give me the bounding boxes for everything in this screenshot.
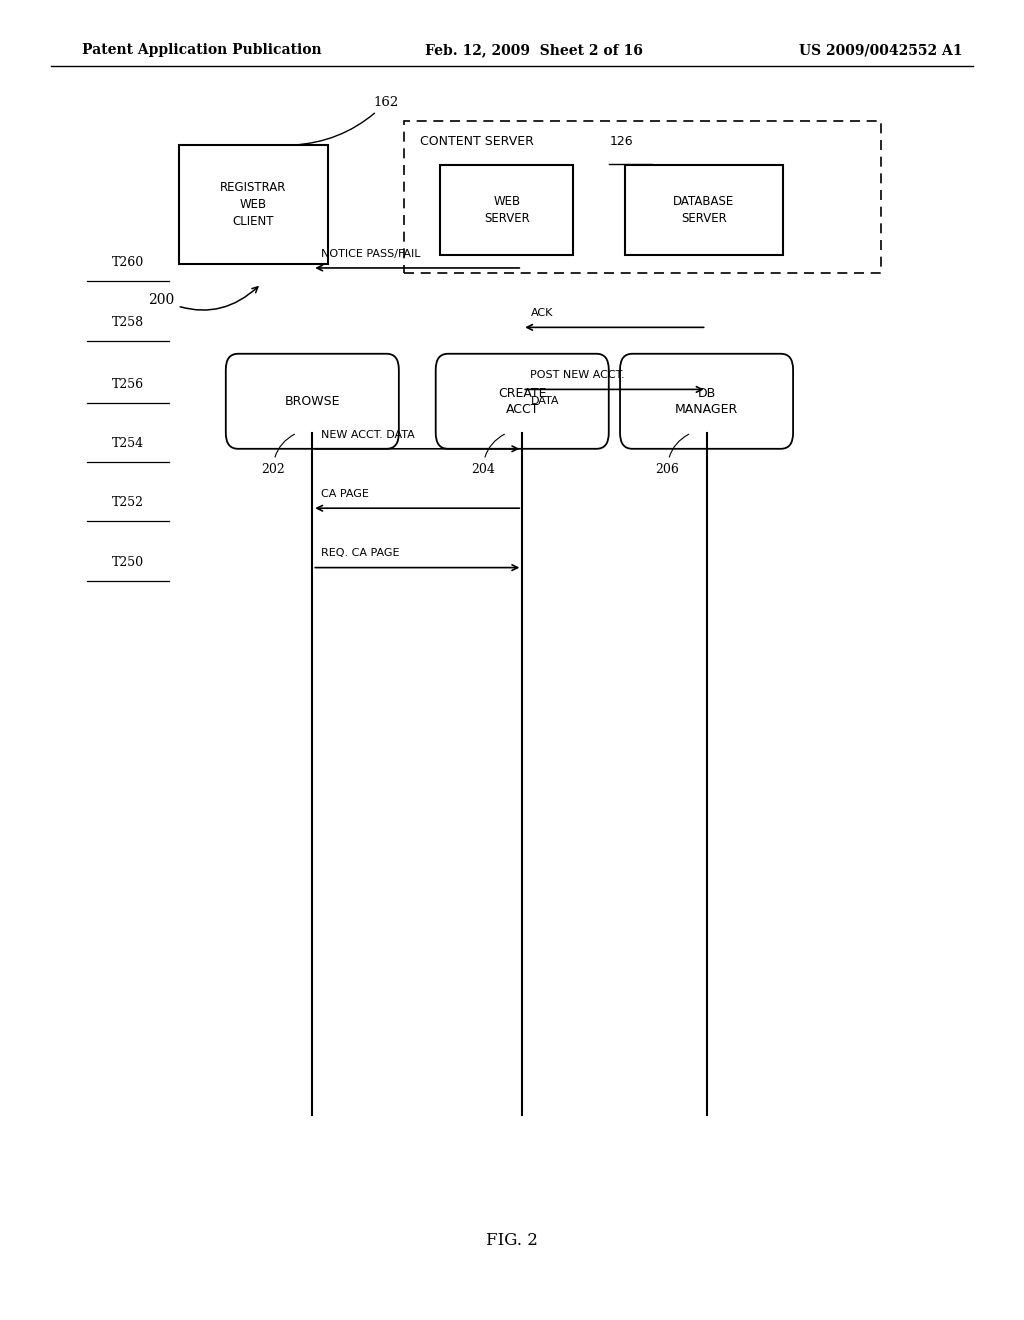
Text: REGISTRAR
WEB
CLIENT: REGISTRAR WEB CLIENT xyxy=(220,181,287,228)
Text: T254: T254 xyxy=(112,437,144,450)
Text: DB
MANAGER: DB MANAGER xyxy=(675,387,738,416)
Text: T252: T252 xyxy=(112,496,144,510)
Text: DATABASE
SERVER: DATABASE SERVER xyxy=(674,195,734,224)
FancyBboxPatch shape xyxy=(225,354,398,449)
Text: ACK: ACK xyxy=(530,308,553,318)
Text: NOTICE PASS/FAIL: NOTICE PASS/FAIL xyxy=(321,248,420,259)
FancyBboxPatch shape xyxy=(625,165,783,255)
Text: WEB
SERVER: WEB SERVER xyxy=(484,195,529,224)
FancyBboxPatch shape xyxy=(440,165,573,255)
Text: US 2009/0042552 A1: US 2009/0042552 A1 xyxy=(799,44,963,57)
Text: DATA: DATA xyxy=(530,396,559,407)
Text: REQ. CA PAGE: REQ. CA PAGE xyxy=(321,548,399,558)
Text: FIG. 2: FIG. 2 xyxy=(486,1233,538,1249)
Text: Patent Application Publication: Patent Application Publication xyxy=(82,44,322,57)
Text: POST NEW ACCT.: POST NEW ACCT. xyxy=(530,370,625,380)
Text: 126: 126 xyxy=(609,135,633,148)
Text: 202: 202 xyxy=(261,434,295,475)
Text: T256: T256 xyxy=(112,378,144,391)
Text: T260: T260 xyxy=(112,256,144,269)
Text: 204: 204 xyxy=(471,434,505,475)
Text: Feb. 12, 2009  Sheet 2 of 16: Feb. 12, 2009 Sheet 2 of 16 xyxy=(425,44,643,57)
Text: 162: 162 xyxy=(293,95,399,145)
Text: CA PAGE: CA PAGE xyxy=(321,488,369,499)
Text: T258: T258 xyxy=(112,315,144,329)
Text: 206: 206 xyxy=(655,434,689,475)
Text: CONTENT SERVER: CONTENT SERVER xyxy=(420,135,534,148)
FancyBboxPatch shape xyxy=(179,145,328,264)
Text: CREATE
ACCT: CREATE ACCT xyxy=(498,387,547,416)
Text: BROWSE: BROWSE xyxy=(285,395,340,408)
Text: 200: 200 xyxy=(148,286,258,310)
FancyBboxPatch shape xyxy=(620,354,793,449)
Text: T250: T250 xyxy=(112,556,144,569)
Text: NEW ACCT. DATA: NEW ACCT. DATA xyxy=(321,429,415,440)
FancyBboxPatch shape xyxy=(436,354,608,449)
FancyBboxPatch shape xyxy=(404,121,881,273)
